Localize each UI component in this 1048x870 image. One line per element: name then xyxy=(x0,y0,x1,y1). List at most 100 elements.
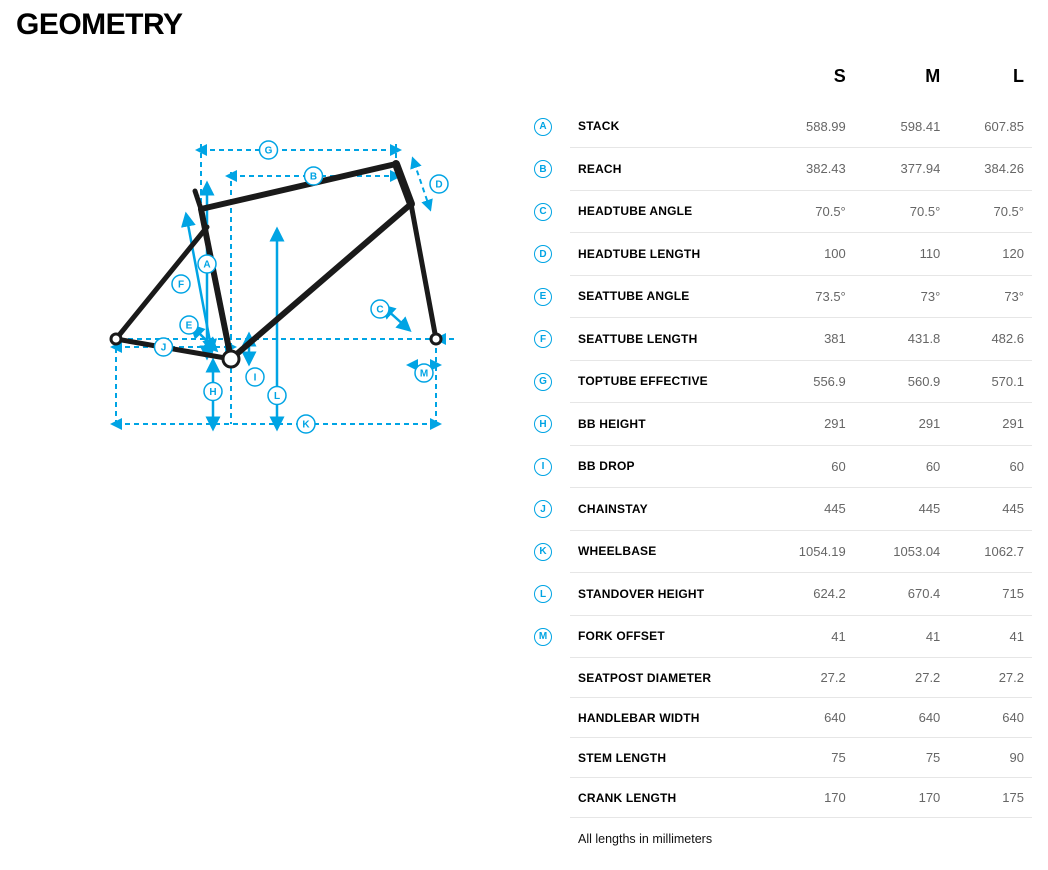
row-letter-icon: D xyxy=(534,245,552,263)
svg-text:J: J xyxy=(161,343,167,354)
row-label: CHAINSTAY xyxy=(570,488,759,531)
row-value: 70.5° xyxy=(854,190,949,233)
row-value: 60 xyxy=(948,445,1032,488)
row-letter-icon: J xyxy=(534,500,552,518)
row-value: 100 xyxy=(759,233,854,276)
row-letter-icon: C xyxy=(534,203,552,221)
table-row: CHEADTUBE ANGLE70.5°70.5°70.5° xyxy=(534,190,1032,233)
svg-text:G: G xyxy=(265,146,273,157)
row-value: 170 xyxy=(759,778,854,818)
svg-text:H: H xyxy=(209,387,216,398)
row-label: HEADTUBE ANGLE xyxy=(570,190,759,233)
row-label: BB HEIGHT xyxy=(570,403,759,446)
row-letter-icon: L xyxy=(534,585,552,603)
row-letter-icon: E xyxy=(534,288,552,306)
row-value: 291 xyxy=(948,403,1032,446)
row-value: 624.2 xyxy=(759,573,854,616)
table-row: MFORK OFFSET414141 xyxy=(534,615,1032,658)
table-row: LSTANDOVER HEIGHT624.2670.4715 xyxy=(534,573,1032,616)
table-row: KWHEELBASE1054.191053.041062.7 xyxy=(534,530,1032,573)
layout: G B D A F E C J I H L K M S M L ASTACK588.99598.4160… xyxy=(16,54,1032,846)
row-value: 41 xyxy=(759,615,854,658)
table-row: STEM LENGTH757590 xyxy=(534,738,1032,778)
row-value: 90 xyxy=(948,738,1032,778)
svg-text:A: A xyxy=(203,260,210,271)
row-value: 27.2 xyxy=(759,658,854,698)
row-value: 75 xyxy=(759,738,854,778)
svg-text:K: K xyxy=(302,420,310,431)
row-value: 41 xyxy=(948,615,1032,658)
row-value: 556.9 xyxy=(759,360,854,403)
row-value: 560.9 xyxy=(854,360,949,403)
row-label: TOPTUBE EFFECTIVE xyxy=(570,360,759,403)
svg-text:I: I xyxy=(254,373,257,384)
table-row: F SEATTUBE LENGTH381431.8482.6 xyxy=(534,318,1032,361)
row-label: HANDLEBAR WIDTH xyxy=(570,698,759,738)
row-value: 73.5° xyxy=(759,275,854,318)
table-row: ASTACK588.99598.41607.85 xyxy=(534,105,1032,148)
row-value: 382.43 xyxy=(759,148,854,191)
size-header-s: S xyxy=(759,54,854,105)
row-value: 607.85 xyxy=(948,105,1032,148)
row-value: 588.99 xyxy=(759,105,854,148)
row-value: 431.8 xyxy=(854,318,949,361)
row-letter-icon: G xyxy=(534,373,552,391)
row-value: 70.5° xyxy=(759,190,854,233)
row-value: 73° xyxy=(854,275,949,318)
svg-text:L: L xyxy=(274,391,280,402)
row-value: 27.2 xyxy=(854,658,949,698)
footnote: All lengths in millimeters xyxy=(534,818,1032,846)
row-label: REACH xyxy=(570,148,759,191)
row-letter-icon: K xyxy=(534,543,552,561)
svg-text:B: B xyxy=(310,172,317,183)
row-value: 73° xyxy=(948,275,1032,318)
table-row: ESEATTUBE ANGLE73.5°73°73° xyxy=(534,275,1032,318)
row-value: 381 xyxy=(759,318,854,361)
row-value: 170 xyxy=(854,778,949,818)
row-value: 670.4 xyxy=(854,573,949,616)
row-label: STACK xyxy=(570,105,759,148)
row-value: 715 xyxy=(948,573,1032,616)
row-label: WHEELBASE xyxy=(570,530,759,573)
row-label: SEATTUBE ANGLE xyxy=(570,275,759,318)
row-value: 1062.7 xyxy=(948,530,1032,573)
row-value: 60 xyxy=(854,445,949,488)
row-value: 640 xyxy=(854,698,949,738)
row-letter-icon: I xyxy=(534,458,552,476)
table-header-row: S M L xyxy=(534,54,1032,105)
row-value: 482.6 xyxy=(948,318,1032,361)
geometry-table: S M L ASTACK588.99598.41607.85 B REACH382.… xyxy=(534,54,1032,818)
page-title: GEOMETRY xyxy=(16,8,1032,42)
row-value: 60 xyxy=(759,445,854,488)
row-value: 175 xyxy=(948,778,1032,818)
row-value: 291 xyxy=(854,403,949,446)
row-value: 445 xyxy=(759,488,854,531)
row-letter-icon: M xyxy=(534,628,552,646)
row-value: 291 xyxy=(759,403,854,446)
table-row: DHEADTUBE LENGTH100110120 xyxy=(534,233,1032,276)
row-label: BB DROP xyxy=(570,445,759,488)
row-value: 445 xyxy=(854,488,949,531)
row-value: 377.94 xyxy=(854,148,949,191)
row-value: 75 xyxy=(854,738,949,778)
row-value: 445 xyxy=(948,488,1032,531)
row-letter-icon: B xyxy=(534,160,552,178)
row-value: 41 xyxy=(854,615,949,658)
table-row: HANDLEBAR WIDTH640640640 xyxy=(534,698,1032,738)
table-row: CRANK LENGTH170170175 xyxy=(534,778,1032,818)
row-value: 598.41 xyxy=(854,105,949,148)
row-label: SEATTUBE LENGTH xyxy=(570,318,759,361)
size-header-l: L xyxy=(948,54,1032,105)
table-column: S M L ASTACK588.99598.41607.85 B REACH382.… xyxy=(534,54,1032,846)
table-row: G TOPTUBE EFFECTIVE556.9560.9570.1 xyxy=(534,360,1032,403)
row-letter-icon: F xyxy=(534,330,552,348)
size-header-m: M xyxy=(854,54,949,105)
row-value: 27.2 xyxy=(948,658,1032,698)
row-label: HEADTUBE LENGTH xyxy=(570,233,759,276)
row-value: 570.1 xyxy=(948,360,1032,403)
row-value: 70.5° xyxy=(948,190,1032,233)
table-row: IBB DROP606060 xyxy=(534,445,1032,488)
row-value: 110 xyxy=(854,233,949,276)
table-row: JCHAINSTAY445445445 xyxy=(534,488,1032,531)
row-label: STEM LENGTH xyxy=(570,738,759,778)
